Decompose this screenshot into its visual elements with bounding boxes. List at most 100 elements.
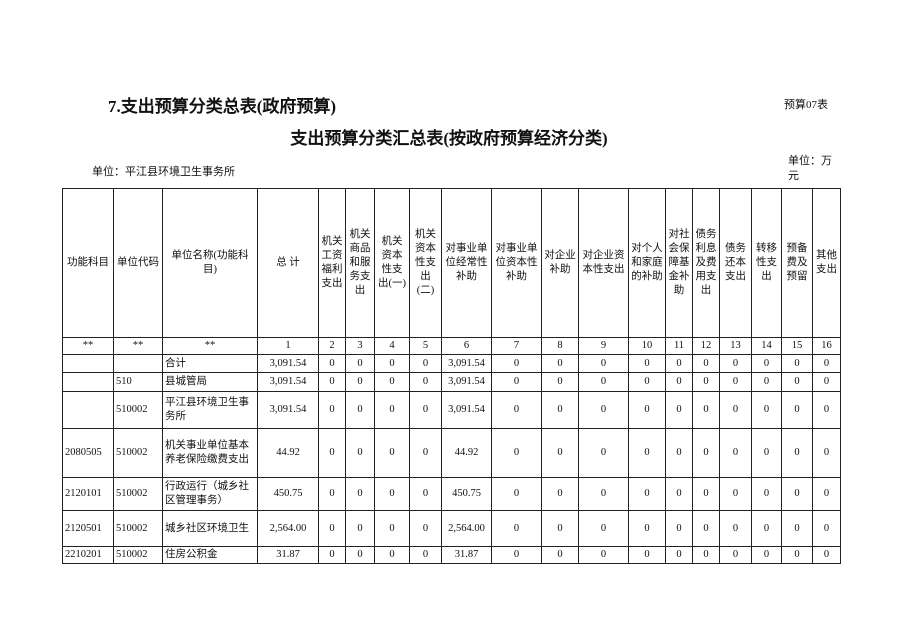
- cell: 0: [628, 428, 666, 478]
- cell: [62, 354, 114, 373]
- cell: 3,091.54: [441, 391, 492, 429]
- budget-table: 功能科目 单位代码 单位名称(功能科目) 总 计机关工资福利支出 机关商品和服务支出 机关…: [62, 188, 841, 564]
- cell: 平江县环境卫生事务所: [162, 391, 258, 429]
- cell: 0: [491, 428, 542, 478]
- cell: 0: [812, 546, 841, 564]
- cell: 0: [541, 391, 579, 429]
- cell: 450.75: [257, 477, 319, 511]
- cell: 2: [318, 337, 346, 355]
- cell: 0: [692, 428, 720, 478]
- cell: 16: [812, 337, 841, 355]
- cell: 0: [491, 477, 542, 511]
- cell: 0: [345, 428, 375, 478]
- cell: 2210201: [62, 546, 114, 564]
- cell: 510002: [113, 510, 163, 547]
- cell: 0: [578, 372, 629, 392]
- cell: 0: [409, 477, 442, 511]
- cell: 0: [409, 546, 442, 564]
- cell: 对个人和家庭的补助: [628, 188, 666, 338]
- cell: 0: [491, 391, 542, 429]
- cell: 0: [491, 372, 542, 392]
- cell: 3: [345, 337, 375, 355]
- cell: 3,091.54: [441, 372, 492, 392]
- cell: 0: [318, 546, 346, 564]
- cell: 2,564.00: [441, 510, 492, 547]
- subtitle: 支出预算分类汇总表(按政府预算经济分类): [290, 129, 608, 148]
- cell: 0: [345, 354, 375, 373]
- cell: 0: [345, 477, 375, 511]
- cell: 0: [781, 354, 813, 373]
- cell: 0: [345, 391, 375, 429]
- cell: 0: [781, 391, 813, 429]
- cell: 机关资本性支出(一): [374, 188, 410, 338]
- cell: 0: [692, 510, 720, 547]
- cell: 31.87: [441, 546, 492, 564]
- cell: 0: [692, 354, 720, 373]
- cell: 预备费及预留: [781, 188, 813, 338]
- cell: 0: [665, 428, 693, 478]
- cell: 0: [692, 546, 720, 564]
- cell: 0: [409, 510, 442, 547]
- cell: 债务利息及费用支出: [692, 188, 720, 338]
- cell: [62, 372, 114, 392]
- cell: 2080505: [62, 428, 114, 478]
- cell: 0: [318, 354, 346, 373]
- cell: 0: [812, 354, 841, 373]
- cell: 0: [374, 510, 410, 547]
- cell: 转移性支出: [751, 188, 782, 338]
- cell: 5: [409, 337, 442, 355]
- cell: 0: [781, 372, 813, 392]
- cell: 9: [578, 337, 629, 355]
- cell: 0: [781, 546, 813, 564]
- cell: 510002: [113, 428, 163, 478]
- cell: 0: [541, 477, 579, 511]
- cell: 0: [751, 477, 782, 511]
- cell: 0: [541, 372, 579, 392]
- cell: 机关商品和服务支出: [345, 188, 375, 338]
- cell: 0: [578, 477, 629, 511]
- cell: 0: [578, 354, 629, 373]
- cell: 450.75: [441, 477, 492, 511]
- data-row: 510002 平江县环境卫生事务所 3,091.54 0 0 0 0 3,091.54 0 0 0 0…: [62, 391, 841, 429]
- cell: 510: [113, 372, 163, 392]
- cell: 0: [578, 428, 629, 478]
- cell: 0: [665, 354, 693, 373]
- cell: 0: [409, 372, 442, 392]
- cell: 0: [812, 510, 841, 547]
- title: 7.支出预算分类总表(政府预算): [108, 97, 337, 116]
- cell: 0: [345, 372, 375, 392]
- cell: 0: [665, 391, 693, 429]
- cell: 0: [491, 510, 542, 547]
- cell: 0: [374, 428, 410, 478]
- cell: 0: [409, 391, 442, 429]
- cell: 对事业单位经常性补助: [441, 188, 492, 338]
- cell: 机关事业单位基本养老保险缴费支出: [162, 428, 258, 478]
- cell: 0: [665, 477, 693, 511]
- cell: 0: [719, 510, 752, 547]
- cell: 0: [491, 546, 542, 564]
- data-row: 510 县城管局 3,091.54 0 0 0 0 3,091.54 0 0 0 0 0 0 0 0 0 0: [62, 372, 841, 392]
- cell: 3,091.54: [257, 354, 319, 373]
- cell: 单位名称(功能科目): [162, 188, 258, 338]
- cell: 0: [751, 391, 782, 429]
- cell: 0: [541, 428, 579, 478]
- cell: 0: [665, 546, 693, 564]
- cell: 0: [318, 372, 346, 392]
- cell: 0: [751, 372, 782, 392]
- data-row: 2120501 510002 城乡社区环境卫生 2,564.00 0 0 0 0 2,564.0…: [62, 510, 841, 547]
- cell: 510002: [113, 391, 163, 429]
- cell: 城乡社区环境卫生: [162, 510, 258, 547]
- cell: 0: [719, 354, 752, 373]
- cell: 机关资本性支出(二): [409, 188, 442, 338]
- cell: 0: [578, 510, 629, 547]
- cell: 0: [751, 546, 782, 564]
- cell: 10: [628, 337, 666, 355]
- cell: 0: [812, 428, 841, 478]
- cell: 0: [719, 372, 752, 392]
- unit-organization: 单位：平江县环境卫生事务所: [92, 166, 235, 178]
- cell: 0: [541, 546, 579, 564]
- cell: 0: [578, 546, 629, 564]
- cell: 31.87: [257, 546, 319, 564]
- cell: 0: [692, 372, 720, 392]
